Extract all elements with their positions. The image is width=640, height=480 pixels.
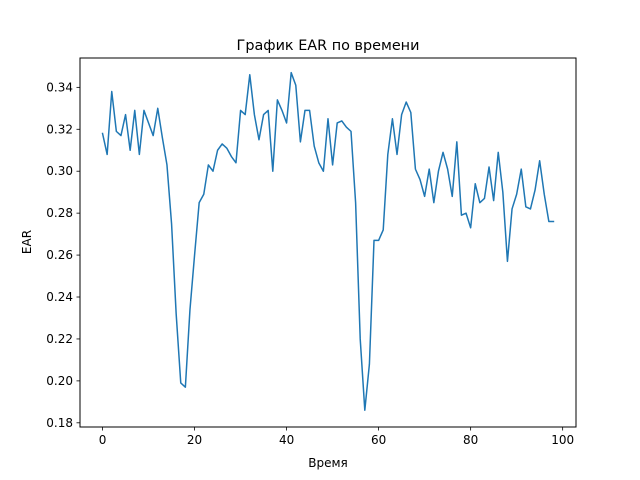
- y-tick-label: 0.22: [46, 332, 73, 346]
- y-tick-label: 0.28: [46, 206, 73, 220]
- x-tick-label: 40: [279, 433, 294, 447]
- x-tick-label: 20: [187, 433, 202, 447]
- y-tick-label: 0.26: [46, 248, 73, 262]
- series-line-0: [101, 71, 555, 411]
- y-tick-label: 0.30: [46, 164, 73, 178]
- y-axis-label: EAR: [20, 230, 34, 254]
- y-tick-label: 0.24: [46, 290, 73, 304]
- x-tick-label: 100: [551, 433, 574, 447]
- plot-frame: [79, 57, 577, 428]
- x-tick-label: 0: [99, 433, 107, 447]
- x-axis: 0 20 40 60 80 100: [99, 427, 574, 447]
- y-tick-label: 0.18: [46, 416, 73, 430]
- plot-area: [101, 71, 555, 411]
- y-tick-label: 0.32: [46, 122, 73, 136]
- y-tick-label: 0.20: [46, 374, 73, 388]
- chart-title: График EAR по времени: [237, 38, 420, 54]
- x-tick-label: 60: [371, 433, 386, 447]
- x-axis-label: Время: [308, 456, 348, 470]
- x-tick-label: 80: [463, 433, 478, 447]
- y-axis: 0.18 0.20 0.22 0.24 0.26 0.28 0.30 0.32 0.34: [46, 80, 80, 430]
- y-tick-label: 0.34: [46, 80, 73, 94]
